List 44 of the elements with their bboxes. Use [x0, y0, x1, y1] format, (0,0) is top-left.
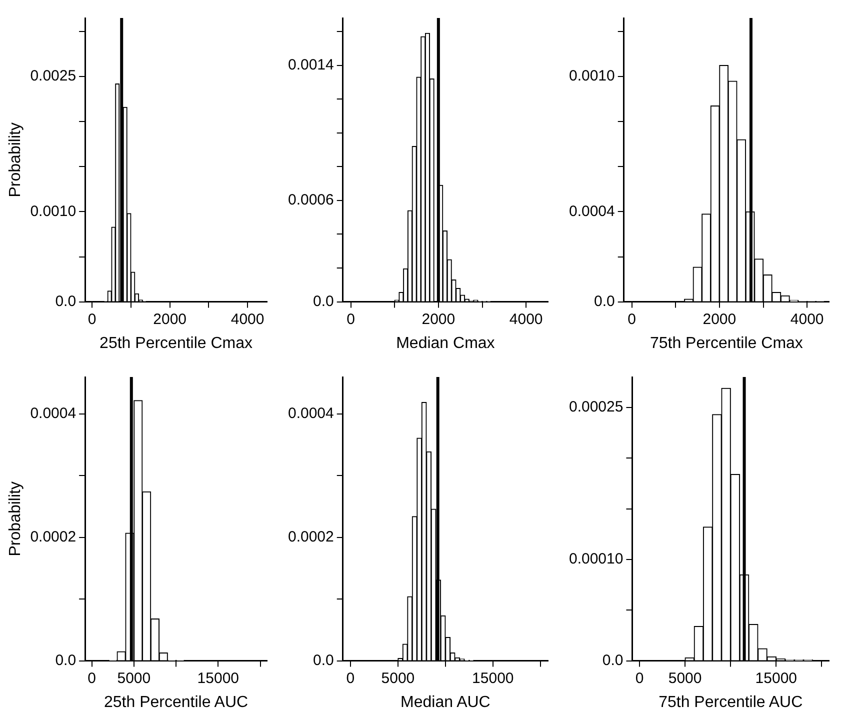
- y-tick-label: 0.0010: [568, 68, 615, 85]
- y-tick-label: 0.0004: [288, 405, 334, 422]
- y-tick-label: 0.0: [313, 652, 334, 669]
- x-tick-label: 2000: [702, 310, 736, 328]
- x-tick-label: 0: [346, 670, 355, 687]
- x-tick-label: 4000: [790, 310, 824, 328]
- x-axis-title: 25th Percentile AUC: [104, 694, 248, 711]
- x-tick-label: 5000: [117, 670, 151, 687]
- x-axis-title: 75th Percentile AUC: [658, 694, 803, 711]
- y-tick-label: 0.0: [602, 652, 624, 669]
- x-tick-label: 5000: [668, 670, 702, 687]
- x-tick-label: 4000: [509, 310, 543, 328]
- x-tick-label: 0: [628, 310, 636, 328]
- x-axis-title: Median AUC: [400, 694, 490, 711]
- y-tick-label: 0.0025: [30, 68, 76, 85]
- y-tick-label: 0.0: [594, 292, 615, 310]
- y-axis-title: Probability: [7, 122, 24, 198]
- y-tick-label: 0.0010: [30, 202, 76, 220]
- y-tick-label: 0.0002: [288, 528, 334, 546]
- y-tick-label: 0.0006: [288, 192, 334, 209]
- x-tick-label: 15000: [755, 670, 798, 687]
- x-tick-label: 0: [346, 310, 355, 328]
- x-tick-label: 4000: [230, 310, 264, 328]
- x-tick-label: 0: [88, 670, 96, 687]
- y-tick-label: 0.0: [55, 652, 76, 669]
- y-tick-label: 0.0: [55, 292, 76, 310]
- y-tick-label: 0.0004: [568, 202, 615, 220]
- y-axis-title: Probability: [7, 482, 24, 556]
- y-tick-label: 0.0: [313, 292, 334, 310]
- x-axis-title: 25th Percentile Cmax: [100, 334, 253, 352]
- y-tick-label: 0.00025: [568, 398, 624, 416]
- x-tick-label: 15000: [197, 670, 240, 687]
- x-tick-label: 5000: [381, 670, 415, 687]
- y-tick-label: 0.0002: [30, 528, 76, 546]
- x-tick-label: 2000: [422, 310, 456, 328]
- x-tick-label: 15000: [472, 670, 514, 687]
- x-tick-label: 0: [635, 670, 644, 687]
- x-tick-label: 2000: [153, 310, 187, 328]
- y-tick-label: 0.0014: [288, 56, 334, 74]
- x-axis-title: Median Cmax: [396, 334, 495, 352]
- x-axis-title: 75th Percentile Cmax: [650, 334, 803, 352]
- y-tick-label: 0.0004: [30, 405, 76, 422]
- x-tick-label: 0: [88, 310, 96, 328]
- y-tick-label: 0.00010: [568, 550, 624, 568]
